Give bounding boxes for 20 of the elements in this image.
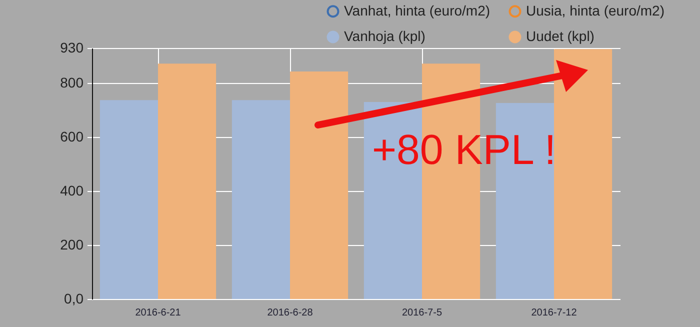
y-tick-label: 0,0 xyxy=(64,290,84,306)
legend-label: Vanhoja (kpl) xyxy=(344,28,426,44)
bar xyxy=(100,100,158,299)
x-tick-label: 2016-6-28 xyxy=(267,308,314,318)
legend-label: Vanhat, hinta (euro/m2) xyxy=(344,2,490,18)
bar xyxy=(232,100,290,299)
bar xyxy=(158,64,216,299)
legend-label: Uudet (kpl) xyxy=(526,28,594,44)
y-tick-label: 600 xyxy=(60,128,84,145)
annotation: +80 KPL ! xyxy=(372,126,556,173)
legend-label: Uusia, hinta (euro/m2) xyxy=(526,2,665,18)
bar xyxy=(290,71,348,299)
x-tick-label: 2016-7-12 xyxy=(531,308,578,318)
y-tick-label: 800 xyxy=(60,74,84,91)
y-tick-label: 400 xyxy=(60,182,84,199)
y-tick-label: 930 xyxy=(60,40,84,56)
x-tick-label: 2016-7-5 xyxy=(402,308,442,318)
bar xyxy=(554,49,612,299)
x-tick-label: 2016-6-21 xyxy=(135,308,182,318)
y-tick-label: 200 xyxy=(60,236,84,253)
